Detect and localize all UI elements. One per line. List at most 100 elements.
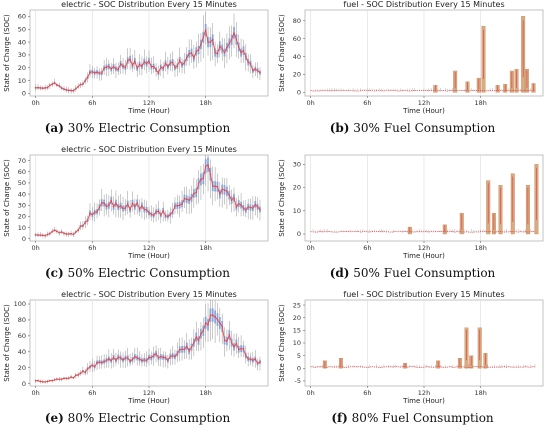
median-point	[169, 213, 172, 216]
median-point	[134, 355, 136, 358]
median-point	[79, 83, 82, 86]
caption-b: (b) 30% Fuel Consumption	[275, 121, 550, 135]
median-point	[252, 69, 254, 72]
panel-e: electric - SOC Distribution Every 15 Min…	[0, 290, 275, 435]
median-point	[197, 49, 200, 51]
median-point	[207, 324, 209, 326]
y-tick-label: 50	[18, 25, 26, 33]
median-point	[138, 63, 141, 66]
plot-area	[310, 327, 536, 369]
median-point	[235, 38, 238, 41]
x-tick-label: 18h	[474, 244, 486, 252]
x-tick-label: 18h	[199, 99, 211, 107]
median-point	[93, 72, 96, 74]
median-point	[237, 348, 240, 351]
median-point	[44, 381, 46, 383]
chart-c: electric - SOC Distribution Every 15 Min…	[3, 145, 269, 260]
median-point	[188, 350, 190, 352]
median-point	[164, 215, 167, 217]
median-point	[167, 65, 169, 68]
x-tick-label: 0h	[307, 244, 315, 252]
y-tick-label: 20	[18, 364, 26, 372]
median-point	[143, 60, 146, 63]
y-tick-label: 50	[18, 179, 26, 187]
median-point	[119, 63, 122, 65]
x-tick-label: 0h	[32, 99, 40, 107]
median-point	[221, 48, 223, 50]
chart-title: electric - SOC Distribution Every 15 Min…	[61, 290, 237, 299]
median-point	[157, 210, 160, 213]
median-point	[162, 209, 164, 212]
chart-a: electric - SOC Distribution Every 15 Min…	[3, 0, 269, 115]
caption-a: (a) 30% Electric Consumption	[0, 121, 275, 135]
median-point	[34, 87, 37, 89]
median-point	[228, 42, 231, 45]
median-point	[228, 334, 231, 336]
caption-text: 80% Fuel Consumption	[351, 411, 494, 425]
median-point	[256, 206, 259, 208]
y-tick-label: 30	[293, 160, 301, 168]
median-point	[124, 66, 127, 69]
median-point	[259, 71, 261, 74]
median-point	[174, 66, 176, 69]
median-point	[245, 354, 247, 357]
median-point	[51, 230, 53, 233]
median-point	[46, 380, 49, 383]
chart-e: electric - SOC Distribution Every 15 Min…	[3, 290, 269, 405]
median-point	[84, 221, 87, 224]
median-point	[214, 51, 216, 54]
median-point	[49, 379, 51, 382]
x-tick-label: 12h	[418, 389, 430, 397]
median-point	[252, 207, 254, 209]
y-tick-label: 60	[18, 13, 26, 21]
median-point	[185, 198, 188, 201]
median-point	[259, 208, 261, 211]
median-point	[200, 332, 202, 335]
y-tick-label: 0	[297, 89, 301, 97]
median-point	[65, 233, 68, 235]
caption-d: (d) 50% Fuel Consumption	[275, 266, 550, 280]
median-point	[219, 193, 221, 195]
median-point	[247, 206, 249, 208]
median-point	[256, 362, 259, 365]
median-point	[98, 206, 101, 209]
y-tick-label: 0	[22, 90, 26, 98]
y-tick-label: 80	[18, 316, 26, 324]
median-point	[65, 89, 68, 91]
y-axis-label: State of Charge (SOC)	[278, 159, 286, 237]
median-point	[143, 208, 146, 211]
median-point	[235, 342, 238, 345]
median-point	[103, 67, 105, 69]
median-point	[134, 60, 136, 62]
median-point	[98, 72, 101, 75]
median-point	[108, 358, 110, 360]
y-tick-label: 20	[293, 314, 301, 322]
median-point	[49, 232, 51, 235]
median-point	[202, 329, 205, 332]
median-point	[105, 359, 108, 362]
median-point	[115, 67, 117, 70]
median-point	[228, 194, 231, 196]
y-tick-label: 10	[293, 207, 301, 215]
chart-d: 0 10 20 30 0h 6h 12h 18h Time (Hour) State of Cha…	[278, 154, 544, 260]
median-point	[77, 374, 79, 376]
median-point	[136, 67, 138, 70]
median-point	[98, 361, 101, 363]
y-tick-label: 100	[14, 300, 26, 308]
median-point	[82, 225, 84, 227]
median-point	[103, 360, 105, 363]
panel-c: electric - SOC Distribution Every 15 Min…	[0, 145, 275, 290]
median-point	[216, 52, 219, 55]
median-point	[181, 348, 183, 351]
median-point	[245, 209, 247, 211]
median-point	[171, 354, 174, 357]
median-point	[221, 325, 223, 328]
median-point	[117, 356, 120, 358]
median-point	[240, 51, 242, 54]
y-tick-label: 60	[18, 332, 26, 340]
median-point	[93, 211, 96, 214]
caption-text: 30% Fuel Consumption	[353, 121, 496, 135]
median-point	[155, 211, 157, 213]
median-point	[150, 65, 153, 68]
median-point	[185, 345, 188, 348]
